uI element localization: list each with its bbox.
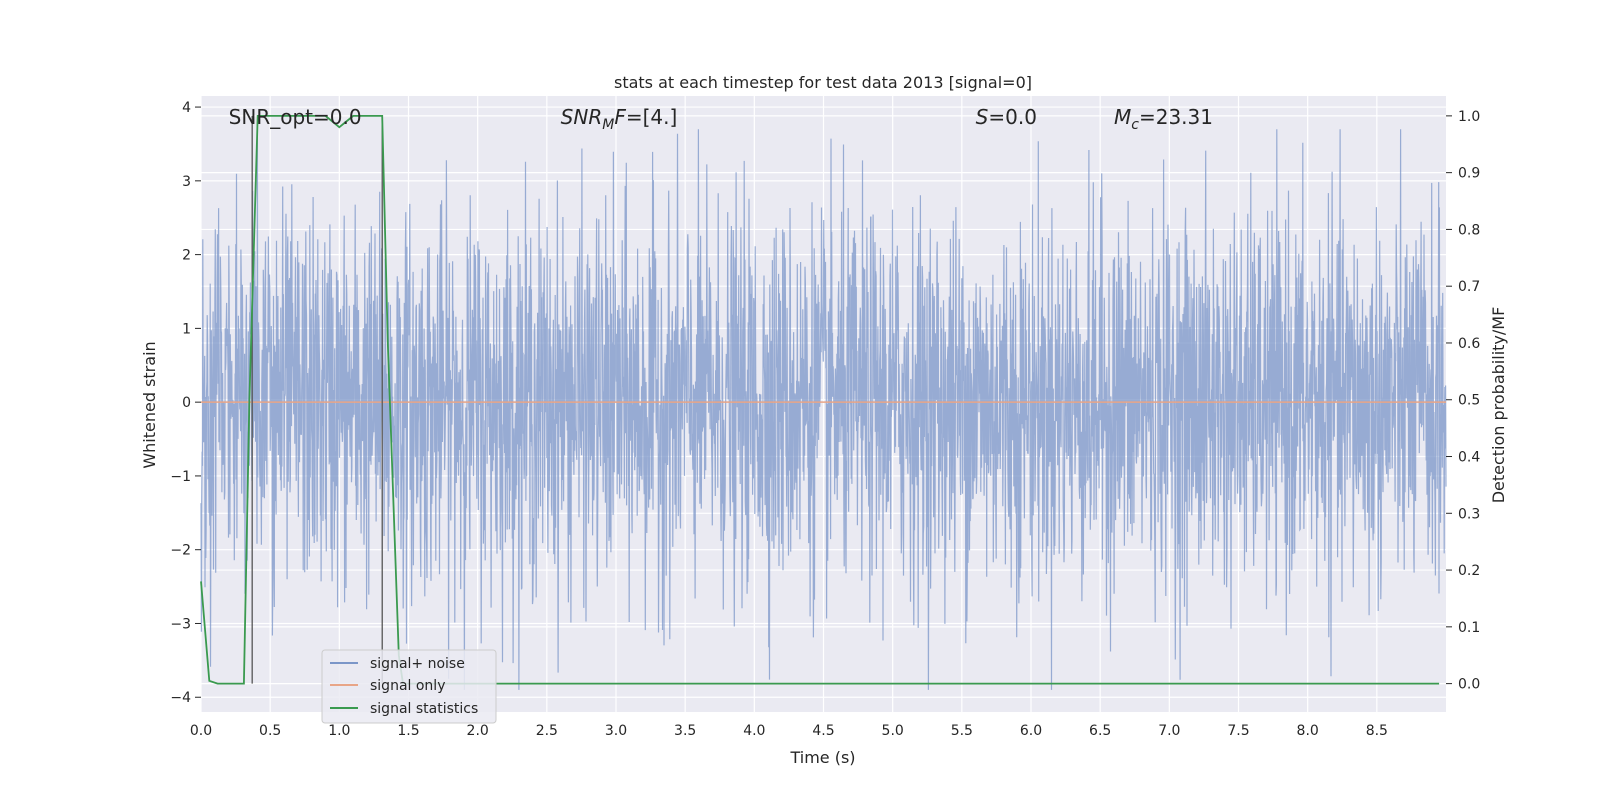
y-left-tick-label: −3 (170, 616, 191, 632)
y-right-tick-label: 0.0 (1458, 677, 1480, 693)
y-right-tick-label: 0.6 (1458, 336, 1480, 352)
x-tick-label: 1.0 (328, 723, 350, 739)
annotation-s-base: S (976, 105, 989, 129)
y-left-tick-label: −1 (170, 469, 191, 485)
annotation-s: S=0.0 (976, 105, 1037, 129)
legend-entry-signal-noise: signal+ noise (370, 656, 465, 672)
y-left-tick-label: −4 (170, 690, 191, 706)
x-tick-label: 8.0 (1297, 723, 1319, 739)
x-tick-label: 3.0 (605, 723, 627, 739)
annotation-mc: Mc=23.31 (1114, 105, 1213, 133)
y-right-tick-label: 0.8 (1458, 222, 1480, 238)
annotation-snr-mf-f: F (614, 105, 626, 129)
y-right-tick-label: 0.4 (1458, 450, 1480, 466)
y-right-tick-label: 0.7 (1458, 279, 1480, 295)
annotation-s-value: =0.0 (988, 105, 1037, 129)
y-left-tick-label: 0 (182, 395, 191, 411)
x-tick-label: 7.5 (1227, 723, 1249, 739)
y-axis-left-label: Whitened strain (140, 341, 159, 468)
x-tick-label: 4.0 (743, 723, 765, 739)
y-left-tick-label: 3 (182, 174, 191, 190)
y-axis-left-ticks: −4 −3 −2 −1 0 1 2 3 4 (170, 100, 201, 706)
y-right-tick-label: 0.1 (1458, 620, 1480, 636)
y-axis-right-label: Detection probability/MF (1489, 307, 1508, 504)
annotation-snr-mf-base: SNR (561, 105, 603, 129)
y-left-tick-label: 4 (182, 100, 191, 116)
legend-box (321, 649, 497, 724)
x-tick-label: 2.5 (536, 723, 558, 739)
x-tick-label: 6.0 (1020, 723, 1042, 739)
x-tick-label: 8.5 (1366, 723, 1388, 739)
annotation-mc-sub: c (1131, 117, 1139, 133)
y-right-tick-label: 0.5 (1458, 393, 1480, 409)
legend-entry-signal-only: signal only (370, 678, 445, 694)
chart-title: stats at each timestep for test data 201… (614, 73, 1032, 92)
legend-entry-signal-statistics: signal statistics (370, 701, 478, 717)
x-axis-ticks: 0.0 0.5 1.0 1.5 2.0 2.5 3.0 3.5 4.0 4.5 5.0 5.5 6.0 6… (190, 723, 1388, 739)
grid (200, 96, 1446, 712)
x-tick-label: 0.0 (190, 723, 212, 739)
y-right-tick-label: 0.9 (1458, 166, 1480, 182)
series-signal-noise (200, 129, 1447, 690)
annotation-snr-mf-value: =[4.] (626, 105, 677, 129)
annotation-mc-base: M (1114, 105, 1131, 129)
x-tick-label: 2.0 (467, 723, 489, 739)
series-signal-statistics (200, 115, 1440, 685)
annotation-snr-mf: SNRMF=[4.] (561, 105, 678, 133)
x-axis-label: Time (s) (789, 748, 855, 767)
annotations: SNR_opt=0.0 SNRMF=[4.] S=0.0 Mc=23.31 (229, 105, 1213, 133)
x-tick-label: 6.5 (1089, 723, 1111, 739)
x-tick-label: 4.5 (812, 723, 834, 739)
x-tick-label: 5.0 (882, 723, 904, 739)
x-tick-label: 3.5 (674, 723, 696, 739)
y-right-tick-label: 0.3 (1458, 506, 1480, 522)
annotation-mc-value: =23.31 (1139, 105, 1213, 129)
x-tick-label: 1.5 (397, 723, 419, 739)
x-tick-label: 5.5 (951, 723, 973, 739)
annotation-snr-mf-sub: M (602, 117, 614, 133)
annotation-snr-opt: SNR_opt=0.0 (229, 105, 362, 129)
y-left-tick-label: −2 (170, 543, 191, 559)
legend: signal+ noise signal only signal statist… (321, 649, 497, 724)
y-right-tick-label: 0.2 (1458, 563, 1480, 579)
y-left-tick-label: 1 (182, 321, 191, 337)
x-tick-label: 0.5 (259, 723, 281, 739)
x-tick-label: 7.0 (1158, 723, 1180, 739)
y-left-tick-label: 2 (182, 248, 191, 264)
vertical-markers (251, 115, 383, 684)
noise-line (200, 129, 1447, 690)
y-axis-right-ticks: 0.0 0.1 0.2 0.3 0.4 0.5 0.6 0.7 0.8 0.9 1.0 (1446, 109, 1480, 693)
y-right-tick-label: 1.0 (1458, 109, 1480, 125)
signal-statistics-line (200, 115, 1440, 685)
